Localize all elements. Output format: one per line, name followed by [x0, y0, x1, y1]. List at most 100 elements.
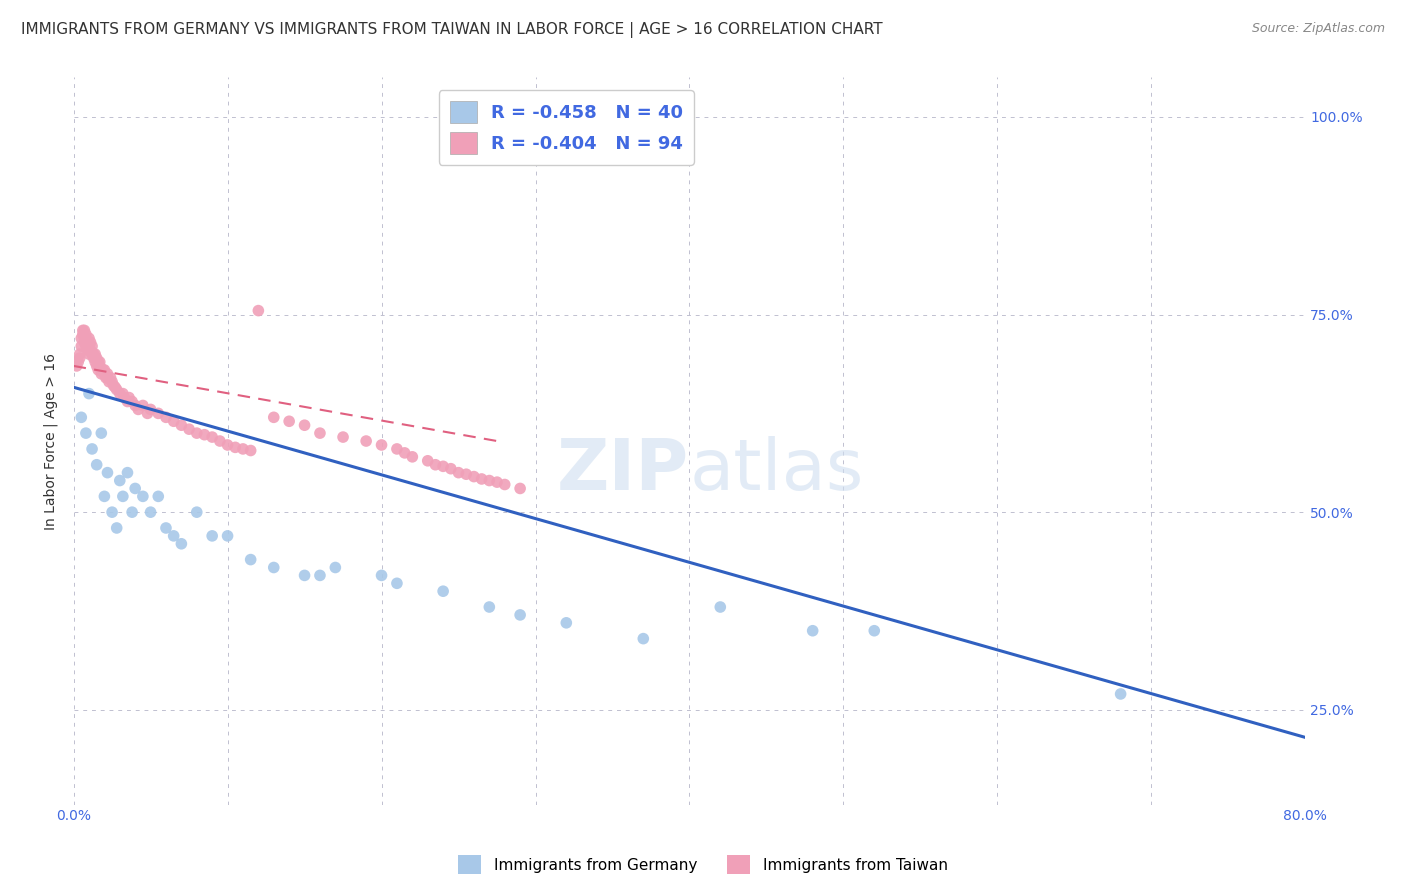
Point	[121, 505, 143, 519]
Point	[124, 482, 146, 496]
Point	[478, 600, 501, 615]
Point	[139, 402, 162, 417]
Point	[70, 331, 93, 345]
Point	[425, 458, 447, 472]
Point	[121, 394, 143, 409]
Point	[370, 568, 392, 582]
Point	[118, 391, 141, 405]
Point	[72, 327, 94, 342]
Point	[709, 600, 731, 615]
Point	[93, 489, 115, 503]
Point	[69, 347, 91, 361]
Point	[201, 430, 224, 444]
Point	[163, 529, 186, 543]
Point	[509, 482, 531, 496]
Text: atlas: atlas	[689, 435, 863, 505]
Point	[89, 359, 111, 373]
Point	[170, 418, 193, 433]
Point	[67, 355, 90, 369]
Point	[208, 434, 231, 448]
Point	[77, 331, 100, 345]
Text: Source: ZipAtlas.com: Source: ZipAtlas.com	[1251, 22, 1385, 36]
Point	[77, 386, 100, 401]
Point	[132, 489, 155, 503]
Point	[73, 331, 96, 345]
Point	[80, 339, 103, 353]
Point	[309, 568, 332, 582]
Point	[76, 343, 98, 358]
Point	[278, 414, 301, 428]
Point	[93, 363, 115, 377]
Point	[103, 378, 125, 392]
Point	[136, 406, 159, 420]
Point	[90, 426, 112, 441]
Point	[263, 560, 285, 574]
Point	[494, 477, 516, 491]
Point	[75, 426, 97, 441]
Point	[555, 615, 578, 630]
Point	[89, 355, 111, 369]
Point	[72, 323, 94, 337]
Point	[101, 375, 124, 389]
Point	[294, 568, 316, 582]
Point	[416, 454, 439, 468]
Point	[432, 584, 454, 599]
Point	[139, 505, 162, 519]
Point	[96, 371, 118, 385]
Point	[90, 363, 112, 377]
Point	[108, 386, 131, 401]
Legend: Immigrants from Germany, Immigrants from Taiwan: Immigrants from Germany, Immigrants from…	[453, 849, 953, 880]
Y-axis label: In Labor Force | Age > 16: In Labor Force | Age > 16	[44, 352, 58, 530]
Point	[509, 607, 531, 622]
Point	[77, 339, 100, 353]
Point	[224, 441, 246, 455]
Point	[94, 371, 117, 385]
Point	[69, 351, 91, 365]
Point	[70, 339, 93, 353]
Point	[100, 371, 122, 385]
Point	[486, 475, 509, 490]
Point	[83, 351, 105, 365]
Point	[385, 576, 408, 591]
Point	[79, 343, 101, 358]
Point	[863, 624, 886, 638]
Point	[447, 466, 470, 480]
Point	[633, 632, 655, 646]
Point	[440, 461, 463, 475]
Point	[325, 560, 347, 574]
Point	[186, 505, 208, 519]
Point	[73, 323, 96, 337]
Point	[148, 489, 170, 503]
Point	[83, 347, 105, 361]
Point	[76, 335, 98, 350]
Point	[155, 521, 177, 535]
Point	[456, 467, 478, 482]
Point	[163, 414, 186, 428]
Point	[91, 363, 114, 377]
Point	[70, 410, 93, 425]
Point	[80, 347, 103, 361]
Point	[309, 426, 332, 441]
Point	[201, 529, 224, 543]
Point	[86, 351, 108, 365]
Text: IMMIGRANTS FROM GERMANY VS IMMIGRANTS FROM TAIWAN IN LABOR FORCE | AGE > 16 CORR: IMMIGRANTS FROM GERMANY VS IMMIGRANTS FR…	[21, 22, 883, 38]
Point	[79, 335, 101, 350]
Point	[84, 355, 107, 369]
Point	[217, 529, 239, 543]
Point	[77, 347, 100, 361]
Point	[239, 552, 262, 566]
Point	[354, 434, 377, 448]
Point	[385, 442, 408, 456]
Point	[90, 367, 112, 381]
Point	[117, 466, 139, 480]
Point	[239, 443, 262, 458]
Point	[104, 380, 127, 394]
Point	[108, 474, 131, 488]
Point	[217, 438, 239, 452]
Point	[101, 505, 124, 519]
Point	[332, 430, 354, 444]
Point	[186, 426, 208, 441]
Point	[193, 427, 215, 442]
Point	[96, 367, 118, 381]
Point	[263, 410, 285, 425]
